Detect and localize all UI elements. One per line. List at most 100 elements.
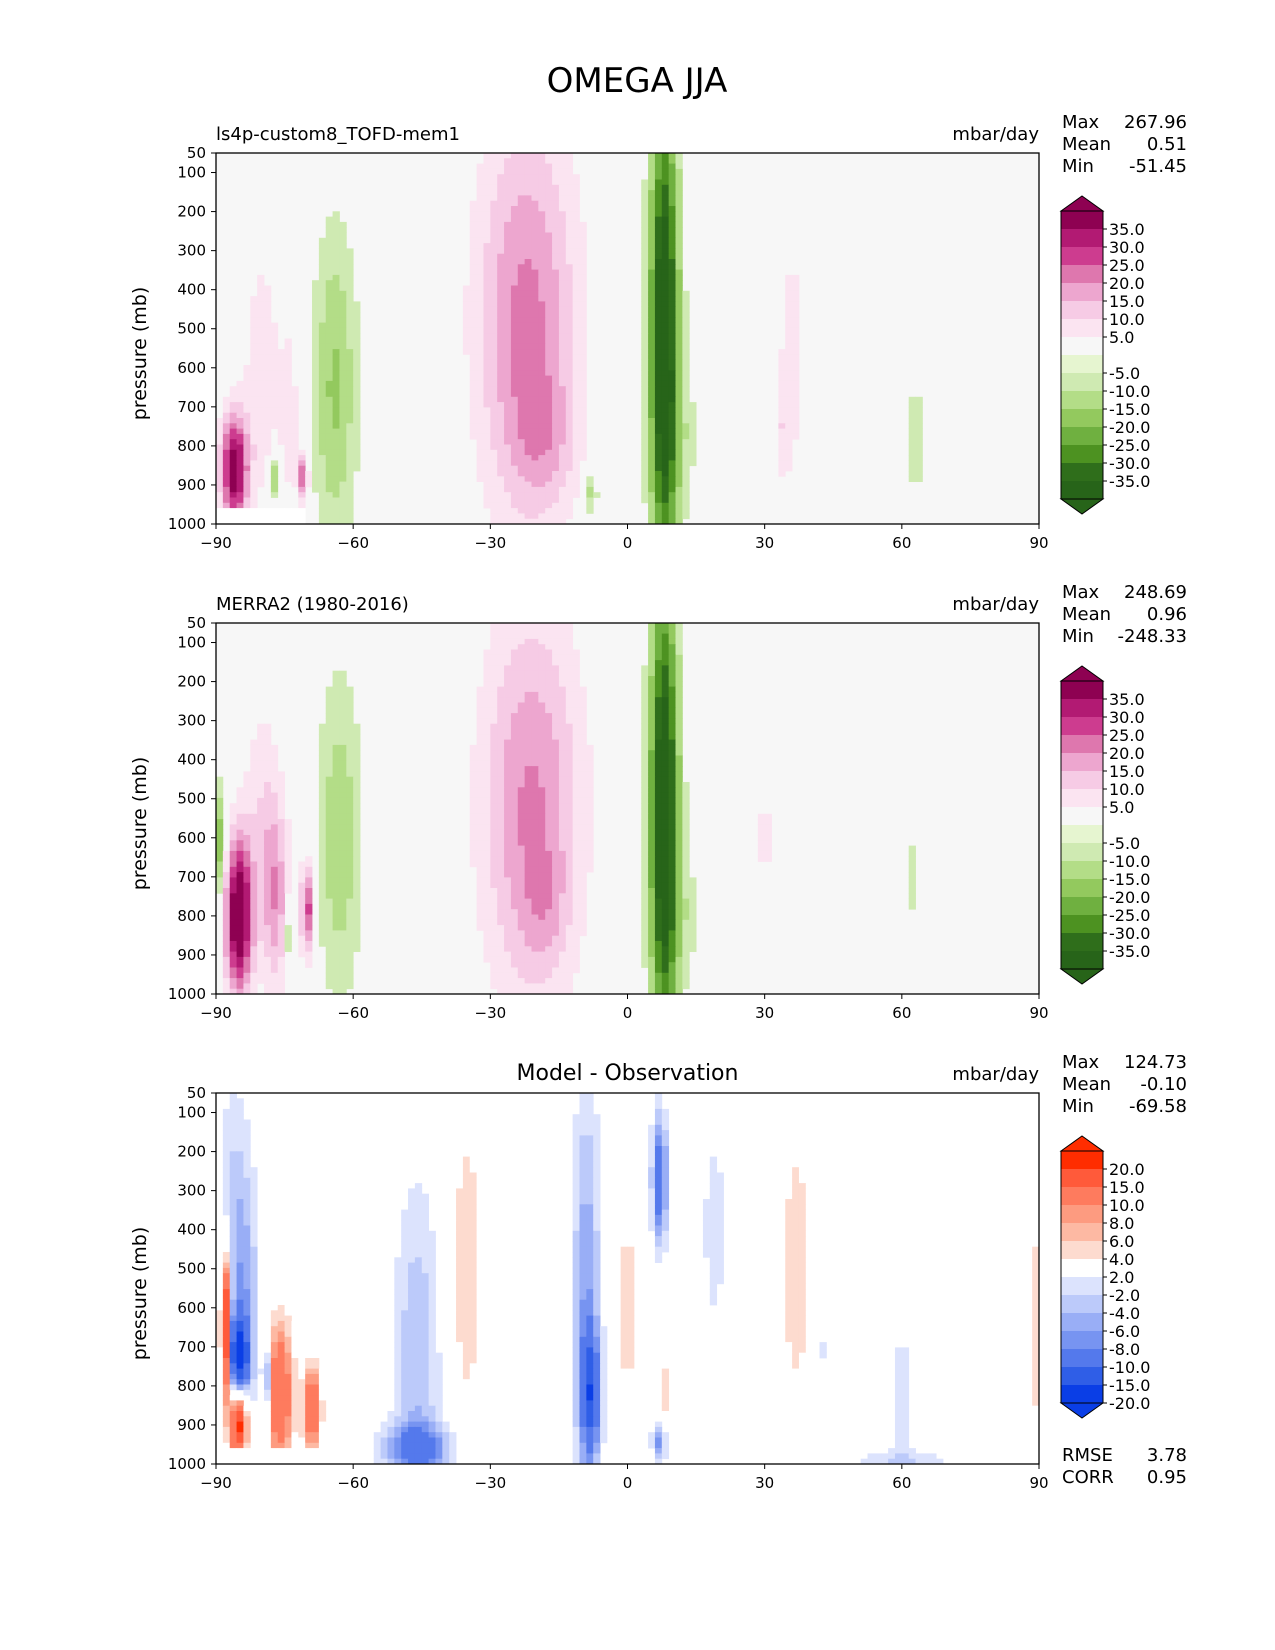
heatmap-cell	[675, 729, 683, 735]
heatmap-cell	[538, 444, 546, 451]
heatmap-cell	[785, 338, 793, 345]
heatmap-cell	[545, 988, 553, 995]
heatmap-cell	[270, 338, 279, 345]
heatmap-cell	[339, 396, 347, 403]
heatmap-cell	[284, 423, 292, 429]
heatmap-cell	[531, 428, 539, 435]
heatmap-cell	[558, 190, 567, 196]
heatmap-cell	[648, 845, 656, 852]
heatmap-cell	[565, 269, 574, 276]
heatmap-cell	[332, 380, 340, 387]
heatmap-cell	[531, 248, 539, 255]
heatmap-cell	[325, 723, 333, 730]
heatmap-cell	[792, 396, 800, 403]
heatmap-cell	[270, 835, 279, 841]
heatmap-cell	[648, 782, 656, 788]
heatmap-cell	[483, 418, 491, 424]
heatmap-cell	[579, 243, 587, 249]
heatmap-cell	[641, 829, 649, 836]
heatmap-cell	[648, 365, 656, 371]
heatmap-cell	[524, 835, 532, 841]
heatmap-cell	[490, 455, 498, 461]
heatmap-cell	[641, 914, 649, 921]
heatmap-cell	[565, 396, 574, 403]
heatmap-cell	[469, 412, 478, 419]
heatmap-cell	[517, 750, 526, 756]
heatmap-cell	[654, 174, 663, 180]
heatmap-cell	[476, 232, 484, 239]
heatmap-cell	[552, 370, 560, 376]
heatmap-cell	[538, 190, 546, 196]
heatmap-cell	[661, 766, 670, 772]
heatmap-cell	[517, 681, 526, 687]
masked-cell	[257, 508, 265, 514]
heatmap-cell	[661, 898, 670, 905]
heatmap-cell	[243, 925, 251, 931]
heatmap-cell	[353, 444, 361, 451]
heatmap-cell	[325, 428, 333, 435]
heatmap-cell	[517, 739, 526, 746]
heatmap-cell	[222, 412, 231, 419]
heatmap-cell	[675, 856, 683, 862]
heatmap-cell	[558, 782, 567, 788]
heatmap-cell	[552, 476, 560, 482]
heatmap-cell	[552, 787, 560, 793]
heatmap-cell	[572, 660, 580, 666]
heatmap-cell	[538, 776, 546, 783]
heatmap-cell	[483, 312, 491, 318]
colorbar-label: -5.0	[1109, 364, 1140, 383]
heatmap-cell	[264, 956, 272, 963]
heatmap-cell	[785, 365, 793, 371]
heatmap-cell	[504, 264, 512, 270]
heatmap-cell	[778, 386, 786, 392]
heatmap-cell	[257, 317, 265, 323]
heatmap-cell	[277, 935, 285, 942]
heatmap-cell	[250, 375, 258, 382]
heatmap-cell	[504, 216, 512, 223]
heatmap-cell	[538, 259, 546, 265]
heatmap-cell	[565, 359, 574, 366]
heatmap-cell	[778, 396, 786, 403]
heatmap-cell	[517, 359, 526, 366]
heatmap-cell	[510, 654, 519, 661]
heatmap-cell	[216, 808, 224, 815]
heatmap-cell	[298, 449, 306, 456]
heatmap-cell	[346, 354, 354, 361]
heatmap-cell	[469, 861, 478, 868]
heatmap-cell	[490, 306, 498, 313]
heatmap-cell	[497, 513, 505, 520]
heatmap-cell	[277, 359, 285, 366]
heatmap-cell	[531, 649, 539, 656]
heatmap-cell	[668, 787, 676, 793]
heatmap-cell	[222, 941, 231, 947]
heatmap-cell	[346, 317, 354, 323]
heatmap-cell	[661, 850, 670, 857]
heatmap-cell	[675, 623, 683, 629]
heatmap-cell	[558, 195, 567, 202]
masked-cell	[216, 513, 224, 520]
heatmap-cell	[558, 174, 567, 180]
heatmap-cell	[538, 697, 546, 703]
heatmap-cell	[552, 808, 560, 815]
heatmap-cell	[483, 792, 491, 799]
heatmap-cell	[216, 455, 224, 461]
heatmap-cell	[675, 380, 683, 387]
heatmap-cell	[298, 935, 306, 942]
heatmap-cell	[579, 221, 587, 228]
heatmap-cell	[545, 359, 553, 366]
heatmap-cell	[312, 296, 320, 302]
heatmap-cell	[675, 660, 683, 666]
heatmap-cell	[497, 237, 505, 244]
heatmap-cell	[497, 423, 505, 429]
heatmap-cell	[675, 327, 683, 334]
heatmap-cell	[572, 481, 580, 488]
heatmap-cell	[579, 449, 587, 456]
heatmap-cell	[668, 481, 676, 488]
heatmap-cell	[490, 449, 498, 456]
heatmap-cell	[668, 312, 676, 318]
heatmap-cell	[572, 861, 580, 868]
heatmap-cell	[332, 407, 340, 414]
heatmap-cell	[565, 317, 574, 323]
heatmap-cell	[661, 723, 670, 730]
heatmap-cell	[654, 274, 663, 281]
